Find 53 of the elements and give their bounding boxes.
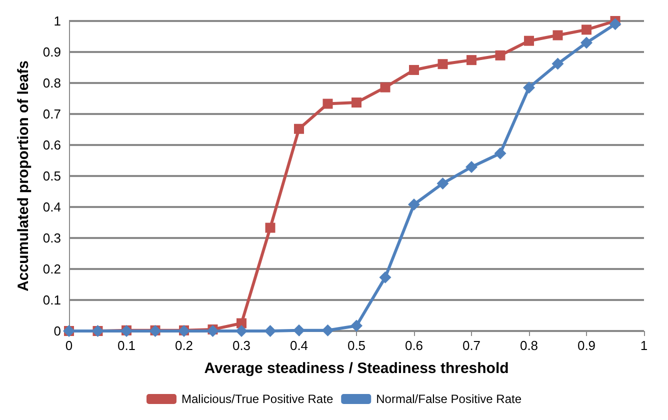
point [322,98,333,109]
y-tick-label: 0.2 [42,262,61,276]
point [580,36,592,49]
x-tick-label: 0.1 [117,338,136,353]
y-tick-label: 0.7 [42,106,61,122]
y-tick-label: 0.6 [42,138,61,152]
point [582,24,592,35]
x-tick-label: 1 [640,338,648,353]
point [322,324,334,336]
point [379,271,392,284]
point [408,198,420,211]
x-tick-label: 0.8 [520,338,538,353]
x-tick-label: 0.7 [462,338,481,353]
x-tick-label: 0.6 [404,338,424,353]
x-tick-label: 0.2 [174,338,194,353]
x-tick-label: 0.4 [290,338,308,353]
point [350,320,362,332]
point [265,222,276,233]
point [466,55,476,66]
point [293,324,305,336]
point [409,64,419,75]
x-tick-label: 0.3 [232,338,251,353]
x-tick-label: 0.5 [347,338,366,353]
point [264,325,276,337]
point [294,124,304,134]
point [609,18,622,30]
point [552,30,563,40]
y-axis-title: Accumulated proportion of leafs [15,60,32,292]
y-tick-label: 0.1 [42,292,61,308]
legend-label: Malicious/True Positive Rate [182,392,334,406]
point [524,36,534,46]
y-tick-label: 0.4 [42,200,61,214]
point [523,82,535,94]
y-tick-label: 1 [54,14,61,28]
legend-label: Normal/False Positive Rate [376,392,522,406]
point [552,58,564,70]
point [466,161,478,174]
x-tick-label: 0 [65,338,73,353]
y-tick-label: 0.8 [42,76,61,90]
x-axis-title: Average steadiness / Steadiness threshold [204,360,509,377]
point [495,50,506,60]
point [380,82,390,92]
y-tick-label: 0.3 [42,230,61,246]
point [494,147,506,160]
y-tick-label: 0.9 [42,44,61,60]
point [438,59,448,70]
y-tick-label: 0.5 [42,168,61,184]
point [352,98,362,108]
point [206,325,219,337]
y-tick-label: 0 [54,324,61,338]
point [236,325,248,337]
x-tick-label: 0.9 [577,338,596,353]
point [436,177,449,190]
